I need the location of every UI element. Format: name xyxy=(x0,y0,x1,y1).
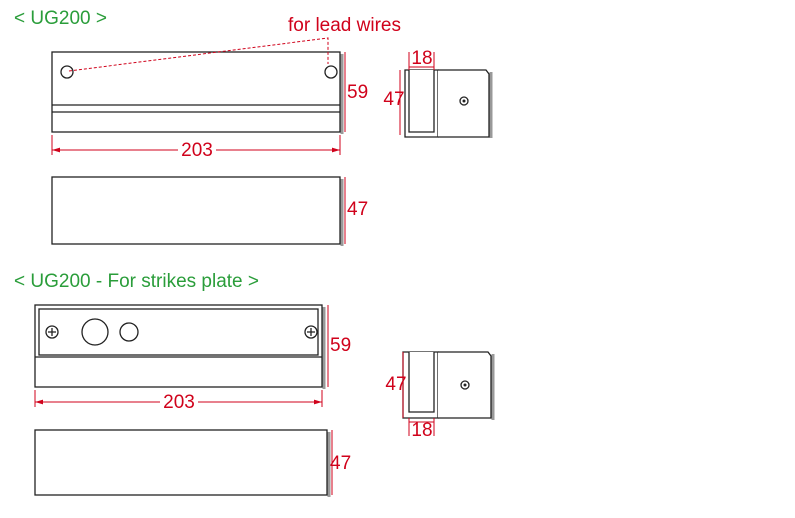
section-title: < UG200 > xyxy=(14,8,107,29)
outline xyxy=(408,70,435,133)
outline xyxy=(81,318,109,346)
dimension-label: 203 xyxy=(181,140,213,161)
outline xyxy=(51,176,341,245)
section-strike-plate: < UG200 - For strikes plate > 203 59 47 … xyxy=(14,271,495,497)
dimension-label: 47 xyxy=(383,89,404,110)
outline xyxy=(307,328,315,336)
dimension-label: 47 xyxy=(347,199,368,220)
section-ug200: < UG200 > for lead wires 203 59 47 18 47 xyxy=(14,8,493,246)
outline xyxy=(38,308,319,356)
section-title: < UG200 - For strikes plate > xyxy=(14,271,259,292)
outline xyxy=(34,429,328,496)
outline xyxy=(463,383,467,387)
outline xyxy=(48,328,56,336)
dimension-label: 47 xyxy=(385,374,406,395)
outline xyxy=(119,322,139,342)
outline xyxy=(408,352,435,413)
outline xyxy=(462,99,466,103)
outline xyxy=(60,65,74,79)
annotation: for lead wires xyxy=(288,15,401,36)
dimension-label: 59 xyxy=(347,82,368,103)
dimension-label: 59 xyxy=(330,335,351,356)
dimension-label: 47 xyxy=(330,453,351,474)
outline xyxy=(51,51,341,133)
outline xyxy=(324,65,338,79)
dimension-label: 18 xyxy=(411,48,432,69)
dimension-label: 18 xyxy=(411,420,432,441)
dimension-line xyxy=(68,37,329,72)
dimension-label: 203 xyxy=(163,392,195,413)
